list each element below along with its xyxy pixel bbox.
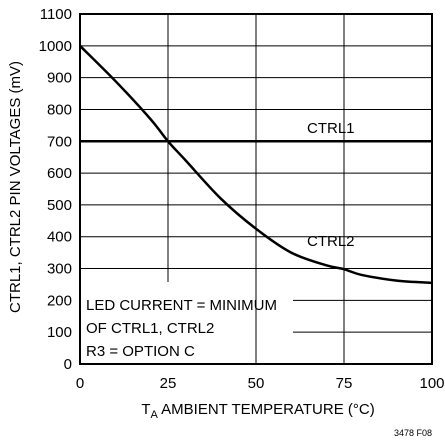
- x-tick-label-0: 0: [76, 375, 84, 392]
- y-tick-label-600: 600: [47, 165, 72, 182]
- x-axis-label-subscript: A: [150, 409, 158, 421]
- series-label-ctrl2: CTRL2: [307, 233, 355, 250]
- plot-frame: [79, 13, 433, 365]
- figure-id: 3478 F08: [394, 428, 432, 438]
- annotation-line-1: LED CURRENT = MINIMUM: [86, 297, 277, 314]
- series-lines: [79, 44, 433, 285]
- x-axis-label: TA AMBIENT TEMPERATURE (°C): [141, 401, 374, 421]
- y-tick-label-700: 700: [47, 133, 72, 150]
- annotation-line-3: R3 = OPTION C: [86, 343, 195, 360]
- x-axis-label-symbol: T: [141, 401, 150, 418]
- x-tick-label-100: 100: [419, 375, 444, 392]
- y-tick-label-400: 400: [47, 229, 72, 246]
- x-tick-label-50: 50: [248, 375, 265, 392]
- y-axis-label: CTRL1, CTRL2 PIN VOLTAGES (mV): [7, 61, 24, 313]
- grid: [79, 13, 433, 365]
- y-tick-label-1000: 1000: [39, 38, 72, 55]
- x-tick-label-75: 75: [336, 375, 353, 392]
- series-line-ctrl2: [79, 44, 433, 285]
- y-tick-label-0: 0: [64, 356, 72, 373]
- y-tick-label-500: 500: [47, 197, 72, 214]
- y-tick-label-900: 900: [47, 70, 72, 87]
- y-tick-label-100: 100: [47, 324, 72, 341]
- annotation-line-2: OF CTRL1, CTRL2: [86, 320, 214, 337]
- x-axis-label-text: AMBIENT TEMPERATURE (°C): [158, 401, 375, 418]
- y-tick-label-800: 800: [47, 101, 72, 118]
- y-tick-label-200: 200: [47, 292, 72, 309]
- x-tick-label-25: 25: [160, 375, 177, 392]
- y-tick-label-1100: 1100: [40, 6, 72, 23]
- series-label-ctrl1: CTRL1: [307, 120, 355, 137]
- y-tick-label-300: 300: [47, 261, 72, 278]
- tick-labels: 0 100 200 300 400 500 600 700 800 900 1000 1100 0 25 5…: [39, 6, 445, 392]
